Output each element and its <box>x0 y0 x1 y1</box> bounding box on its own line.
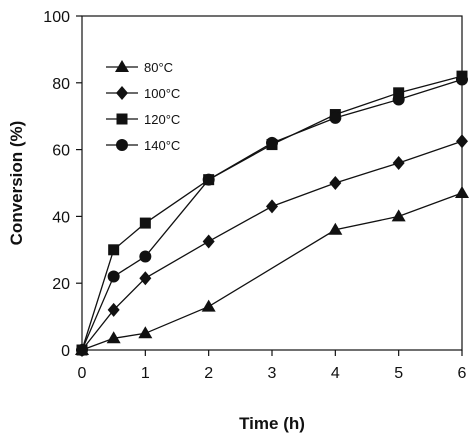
series-layer <box>75 70 469 357</box>
data-point <box>201 299 216 312</box>
data-point <box>329 176 342 190</box>
data-point <box>391 209 406 222</box>
legend-marker <box>115 60 129 72</box>
legend-marker <box>116 139 128 151</box>
data-point <box>266 136 278 149</box>
legend-label: 100°C <box>144 86 180 101</box>
data-point <box>328 222 343 235</box>
data-point <box>107 302 120 317</box>
legend-label: 120°C <box>144 112 180 127</box>
legend-item: 100°C <box>106 86 180 101</box>
data-point <box>202 234 215 249</box>
x-tick-label: 4 <box>331 365 340 382</box>
data-point <box>455 186 469 199</box>
data-point <box>139 271 152 286</box>
data-point <box>108 244 120 256</box>
y-tick-label: 100 <box>43 9 70 26</box>
x-tick-label: 2 <box>204 365 213 382</box>
y-tick-label: 60 <box>52 143 70 160</box>
data-point <box>392 93 405 106</box>
y-tick-label: 0 <box>61 343 70 360</box>
y-tick-label: 80 <box>52 76 70 93</box>
series-line <box>81 140 463 351</box>
x-tick-label: 6 <box>458 365 467 382</box>
legend-marker <box>116 113 128 125</box>
data-point <box>393 87 405 99</box>
legend-label: 80°C <box>144 60 173 75</box>
series-line <box>81 192 463 351</box>
x-tick-label: 0 <box>78 365 87 382</box>
data-point <box>329 111 342 124</box>
plot-frame <box>81 15 463 351</box>
data-point <box>107 270 120 283</box>
x-axis-title: Time (h) <box>239 414 305 433</box>
x-tick-label: 1 <box>141 365 150 382</box>
data-point <box>202 173 215 186</box>
y-tick-label: 20 <box>52 276 70 293</box>
legend-item: 80°C <box>106 60 173 75</box>
legend: 80°C 100°C 120°C 140°C <box>106 60 180 153</box>
data-point <box>139 250 152 263</box>
data-point <box>139 217 151 229</box>
series-line <box>81 78 463 351</box>
data-point <box>456 134 468 149</box>
legend-marker <box>116 86 128 100</box>
x-tick-label: 5 <box>394 365 403 382</box>
series-1 <box>76 134 468 357</box>
y-tick-label: 40 <box>52 209 70 226</box>
legend-item: 140°C <box>106 138 180 153</box>
data-point <box>266 199 278 214</box>
data-point <box>76 344 88 356</box>
legend-label: 140°C <box>144 138 180 153</box>
series-3 <box>76 73 468 356</box>
data-point <box>106 331 121 344</box>
data-point <box>138 326 153 339</box>
y-axis-title: Conversion (%) <box>7 121 26 246</box>
data-point <box>456 73 468 86</box>
legend-item: 120°C <box>106 112 180 127</box>
x-tick-label: 3 <box>268 365 277 382</box>
data-point <box>392 155 405 170</box>
